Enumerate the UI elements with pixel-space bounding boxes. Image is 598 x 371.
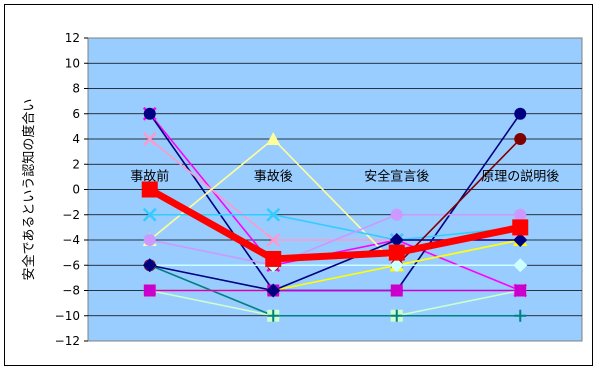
- point: [266, 283, 281, 298]
- point: [266, 233, 281, 247]
- y-tick-label: 12: [65, 31, 80, 45]
- point: [141, 181, 158, 198]
- y-tick-label: 8: [72, 82, 80, 96]
- series-line: [149, 213, 521, 241]
- point: [389, 233, 404, 247]
- point: [265, 250, 282, 267]
- y-tick-label: 4: [72, 132, 80, 146]
- point: [143, 284, 156, 297]
- point: [143, 234, 156, 246]
- point: [142, 258, 157, 273]
- point: [390, 208, 403, 221]
- y-tick-label: 2: [72, 157, 80, 171]
- point: [142, 132, 157, 146]
- point: [266, 132, 281, 145]
- x-tick-label: 事故後: [254, 170, 293, 185]
- y-tick-label: −6: [62, 258, 80, 272]
- y-axis-label: 安全であるという認知の度合い: [21, 99, 37, 281]
- point: [514, 208, 527, 221]
- y-tick-label: 10: [65, 56, 80, 70]
- point: [143, 107, 156, 120]
- series-line: [148, 186, 521, 263]
- point: [512, 219, 529, 236]
- series-line: [149, 213, 521, 267]
- point: [142, 207, 157, 222]
- point: [390, 284, 403, 297]
- x-tick-label: 原理の説明後: [481, 169, 559, 185]
- x-tick-label: 安全宣言後: [364, 169, 429, 185]
- point: [514, 133, 527, 145]
- y-tick-label: −4: [62, 233, 80, 247]
- point: [388, 244, 405, 261]
- y-tick-label: −8: [62, 284, 80, 298]
- point: [513, 233, 528, 247]
- x-tick-label: 事故前: [130, 169, 169, 185]
- y-tick-label: −2: [62, 208, 80, 222]
- y-tick-label: −10: [55, 309, 80, 323]
- point: [513, 258, 528, 273]
- point: [390, 309, 403, 322]
- y-tick-label: 6: [72, 107, 80, 121]
- point: [266, 207, 281, 222]
- point: [514, 309, 527, 322]
- y-tick-label: 0: [72, 183, 80, 197]
- point: [389, 258, 404, 273]
- y-tick-label: −12: [55, 334, 80, 348]
- point: [514, 284, 527, 297]
- point: [514, 107, 527, 120]
- point: [267, 309, 280, 322]
